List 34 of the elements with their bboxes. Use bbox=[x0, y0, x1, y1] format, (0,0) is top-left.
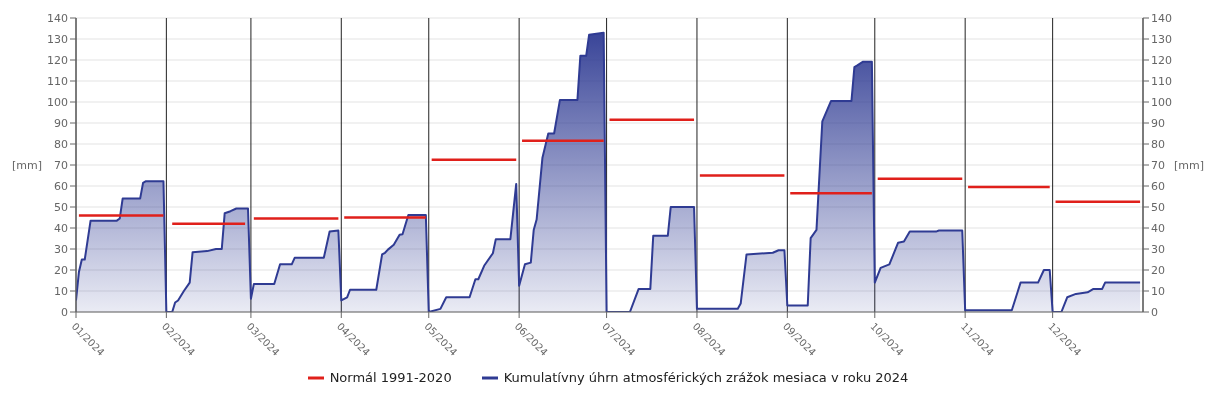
legend-label: Kumulatívny úhrn atmosférických zrážok mesiaca v roku 2024 bbox=[503, 370, 909, 385]
y-tick-label: 60 bbox=[54, 179, 68, 193]
y-tick-label: 50 bbox=[54, 200, 68, 214]
y2-tick-label: 100 bbox=[1151, 95, 1172, 109]
y-tick-label: 80 bbox=[54, 137, 68, 151]
y-tick-label: 130 bbox=[47, 32, 68, 46]
y2-tick-label: 130 bbox=[1151, 32, 1172, 46]
y-tick-label: 40 bbox=[54, 221, 68, 235]
y-tick-label: 110 bbox=[47, 74, 68, 88]
y2-tick-label: 0 bbox=[1151, 305, 1158, 319]
y2-tick-label: 80 bbox=[1151, 137, 1165, 151]
y2-tick-label: 90 bbox=[1151, 116, 1165, 130]
y-tick-label: 20 bbox=[54, 263, 68, 277]
y2-tick-label: 20 bbox=[1151, 263, 1165, 277]
y-tick-label: 140 bbox=[47, 11, 68, 25]
y2-tick-label: 30 bbox=[1151, 242, 1165, 256]
y2-tick-label: 110 bbox=[1151, 74, 1172, 88]
y2-tick-label: 120 bbox=[1151, 53, 1172, 67]
y2-tick-label: 140 bbox=[1151, 11, 1172, 25]
y-tick-label: 120 bbox=[47, 53, 68, 67]
y2-tick-label: 10 bbox=[1151, 284, 1165, 298]
y-tick-label: 90 bbox=[54, 116, 68, 130]
y-tick-label: 70 bbox=[54, 158, 68, 172]
y2-tick-label: 40 bbox=[1151, 221, 1165, 235]
y-tick-label: 0 bbox=[61, 305, 68, 319]
y-tick-label: 10 bbox=[54, 284, 68, 298]
legend-label: Normál 1991-2020 bbox=[329, 370, 452, 385]
y-tick-label: 30 bbox=[54, 242, 68, 256]
y2-tick-label: 70 bbox=[1151, 158, 1165, 172]
y-axis-title: [mm] bbox=[12, 158, 43, 172]
y2-axis-title: [mm] bbox=[1173, 158, 1204, 172]
y-tick-label: 100 bbox=[47, 95, 68, 109]
y2-tick-label: 60 bbox=[1151, 179, 1165, 193]
y2-tick-label: 50 bbox=[1151, 200, 1165, 214]
